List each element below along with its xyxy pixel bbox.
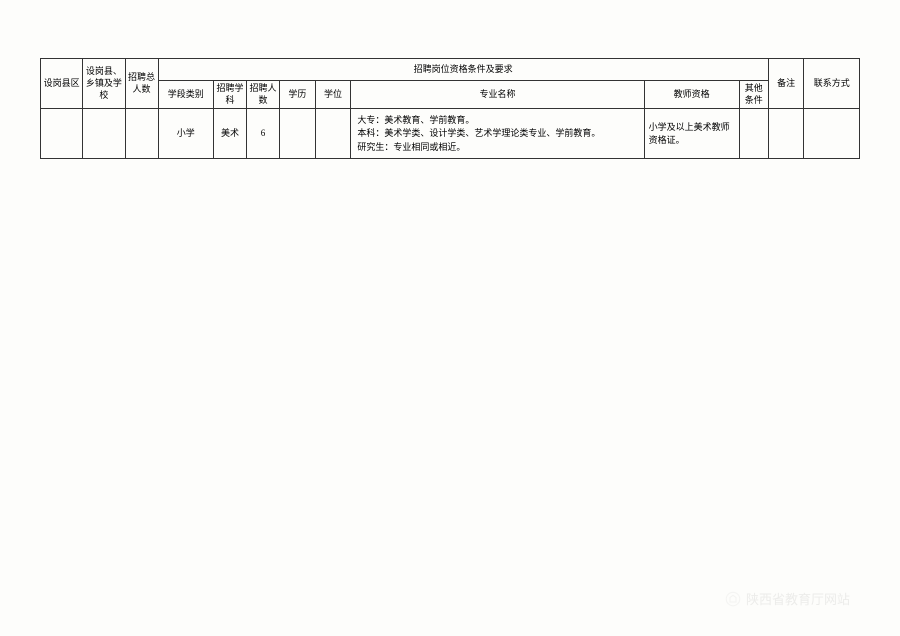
cell-remark bbox=[768, 109, 804, 159]
header-contact: 联系方式 bbox=[804, 59, 860, 109]
cell-degree bbox=[315, 109, 351, 159]
header-remark: 备注 bbox=[768, 59, 804, 109]
header-subject: 招聘学科 bbox=[214, 81, 247, 109]
header-township-school: 设岗县、乡镇及学校 bbox=[83, 59, 125, 109]
cell-township-school bbox=[83, 109, 125, 159]
header-county: 设岗县区 bbox=[41, 59, 83, 109]
cell-position-count: 6 bbox=[247, 109, 280, 159]
watermark-text: 陕西省教育厅网站 bbox=[746, 589, 850, 608]
table-row: 小学 美术 6 大专：美术教育、学前教育。 本科：美术学类、设计学类、艺术学理论… bbox=[41, 109, 860, 159]
cell-county bbox=[41, 109, 83, 159]
header-position-count: 招聘人数 bbox=[247, 81, 280, 109]
header-qualification-group: 招聘岗位资格条件及要求 bbox=[158, 59, 768, 81]
header-total-count: 招聘总人数 bbox=[125, 59, 158, 109]
watermark-icon bbox=[724, 590, 742, 608]
header-school-level: 学段类别 bbox=[158, 81, 213, 109]
header-degree: 学位 bbox=[315, 81, 351, 109]
table-header-row-1: 设岗县区 设岗县、乡镇及学校 招聘总人数 招聘岗位资格条件及要求 备注 联系方式 bbox=[41, 59, 860, 81]
header-other: 其他条件 bbox=[739, 81, 768, 109]
recruitment-table: 设岗县区 设岗县、乡镇及学校 招聘总人数 招聘岗位资格条件及要求 备注 联系方式… bbox=[40, 58, 860, 159]
cell-major: 大专：美术教育、学前教育。 本科：美术学类、设计学类、艺术学理论类专业、学前教育… bbox=[351, 109, 644, 159]
header-major: 专业名称 bbox=[351, 81, 644, 109]
watermark: 陕西省教育厅网站 bbox=[724, 589, 850, 608]
header-education: 学历 bbox=[280, 81, 316, 109]
header-teacher-cert: 教师资格 bbox=[644, 81, 739, 109]
cell-school-level: 小学 bbox=[158, 109, 213, 159]
cell-contact bbox=[804, 109, 860, 159]
table-header-row-2: 学段类别 招聘学科 招聘人数 学历 学位 专业名称 教师资格 其他条件 bbox=[41, 81, 860, 109]
cell-education bbox=[280, 109, 316, 159]
cell-subject: 美术 bbox=[214, 109, 247, 159]
cell-total-count bbox=[125, 109, 158, 159]
cell-teacher-cert: 小学及以上美术教师资格证。 bbox=[644, 109, 739, 159]
cell-other bbox=[739, 109, 768, 159]
